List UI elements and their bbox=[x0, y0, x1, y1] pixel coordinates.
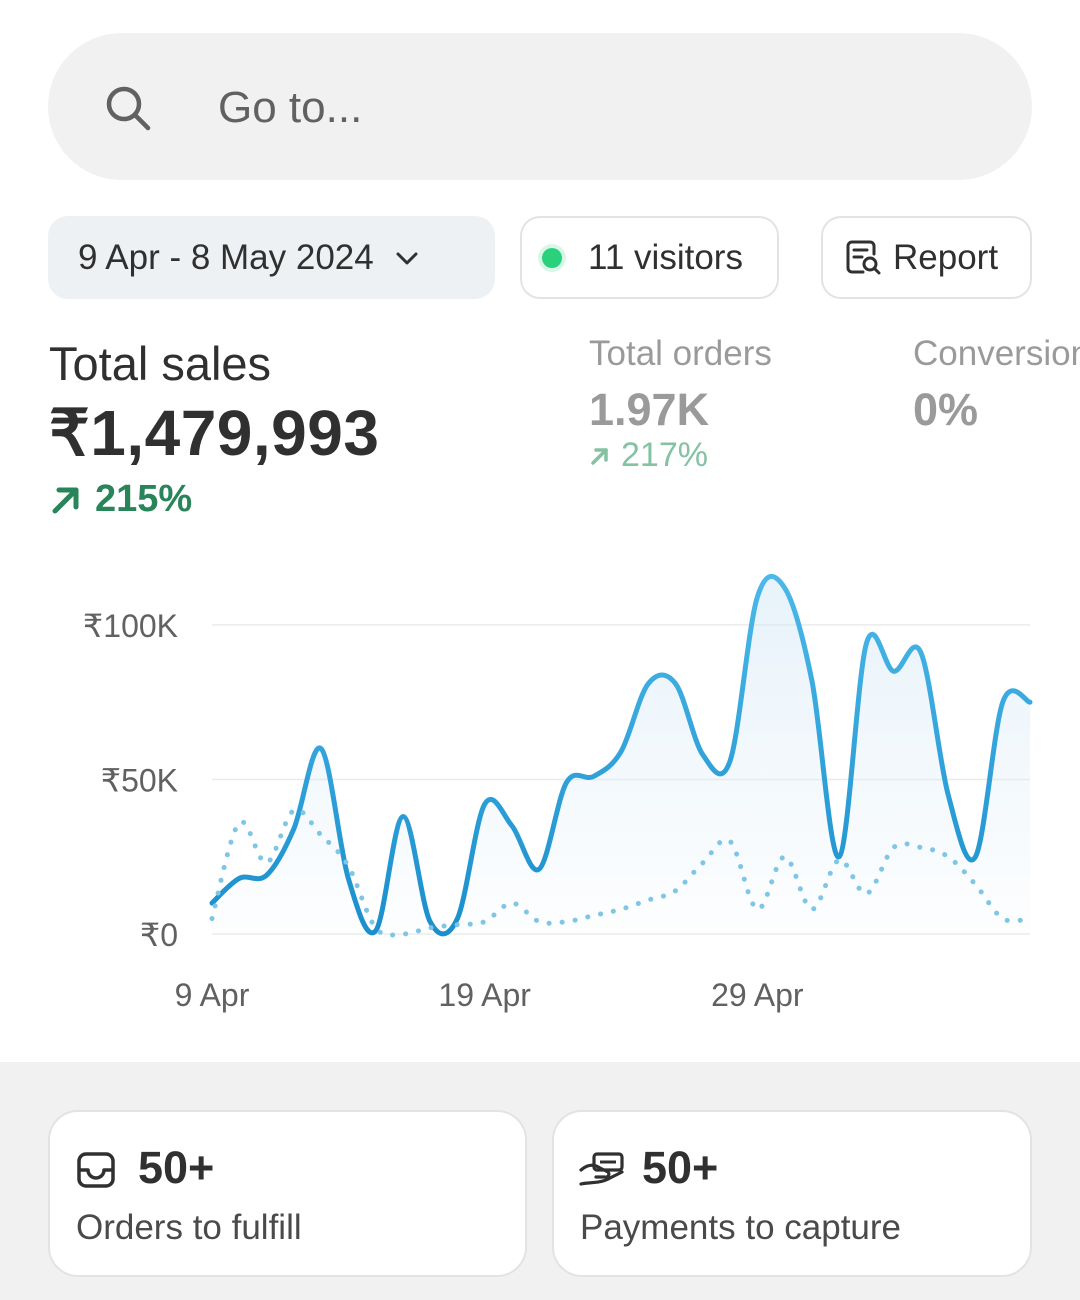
x-tick-label: 29 Apr bbox=[711, 977, 804, 1013]
search-input[interactable] bbox=[218, 80, 918, 136]
payments-count: 50+ bbox=[642, 1142, 719, 1193]
payments-label: Payments to capture bbox=[580, 1208, 901, 1247]
total-sales-change-value: 215% bbox=[95, 478, 193, 520]
x-tick-label: 9 Apr bbox=[175, 977, 250, 1013]
total-sales-change: 215% bbox=[49, 478, 192, 521]
orders-label: Orders to fulfill bbox=[76, 1208, 302, 1247]
sales-line-chart[interactable]: ₹0 ₹50K ₹100K 9 Apr 19 Apr 29 Apr bbox=[0, 560, 1080, 1030]
live-visitors-button[interactable]: 11 visitors bbox=[520, 216, 779, 299]
report-button[interactable]: Report bbox=[821, 216, 1032, 299]
report-icon bbox=[846, 240, 881, 274]
chevron-down-icon bbox=[396, 252, 418, 264]
x-tick-label: 19 Apr bbox=[438, 977, 531, 1013]
visitors-label: 11 visitors bbox=[588, 237, 743, 277]
total-orders-title[interactable]: Total orders bbox=[589, 334, 772, 373]
inbox-icon bbox=[77, 1152, 115, 1188]
total-orders-value: 1.97K bbox=[589, 384, 710, 435]
total-sales-title[interactable]: Total sales bbox=[49, 337, 272, 390]
payments-to-capture-card[interactable]: 50+ Payments to capture bbox=[552, 1110, 1032, 1277]
total-orders-change: 217% bbox=[589, 436, 708, 475]
total-sales-value: ₹1,479,993 bbox=[49, 397, 380, 469]
y-tick-label: ₹100K bbox=[83, 608, 178, 644]
conversion-value: 0% bbox=[913, 384, 979, 435]
live-status-dot bbox=[542, 247, 562, 268]
total-orders-change-value: 217% bbox=[621, 436, 708, 474]
search-icon bbox=[106, 86, 151, 131]
orders-to-fulfill-card[interactable]: 50+ Orders to fulfill bbox=[48, 1110, 527, 1277]
cash-hand-icon bbox=[579, 1152, 624, 1186]
report-label: Report bbox=[893, 237, 999, 277]
orders-count: 50+ bbox=[138, 1142, 215, 1193]
y-tick-label: ₹0 bbox=[140, 917, 178, 953]
arrow-up-right-icon bbox=[52, 487, 79, 513]
arrow-up-right-icon bbox=[591, 447, 608, 465]
date-range-selector[interactable]: 9 Apr - 8 May 2024 bbox=[48, 216, 495, 299]
y-tick-label: ₹50K bbox=[101, 762, 178, 798]
date-range-label: 9 Apr - 8 May 2024 bbox=[78, 237, 374, 277]
sales-series-line bbox=[209, 573, 1033, 937]
conversion-title[interactable]: Conversion bbox=[913, 334, 1080, 373]
